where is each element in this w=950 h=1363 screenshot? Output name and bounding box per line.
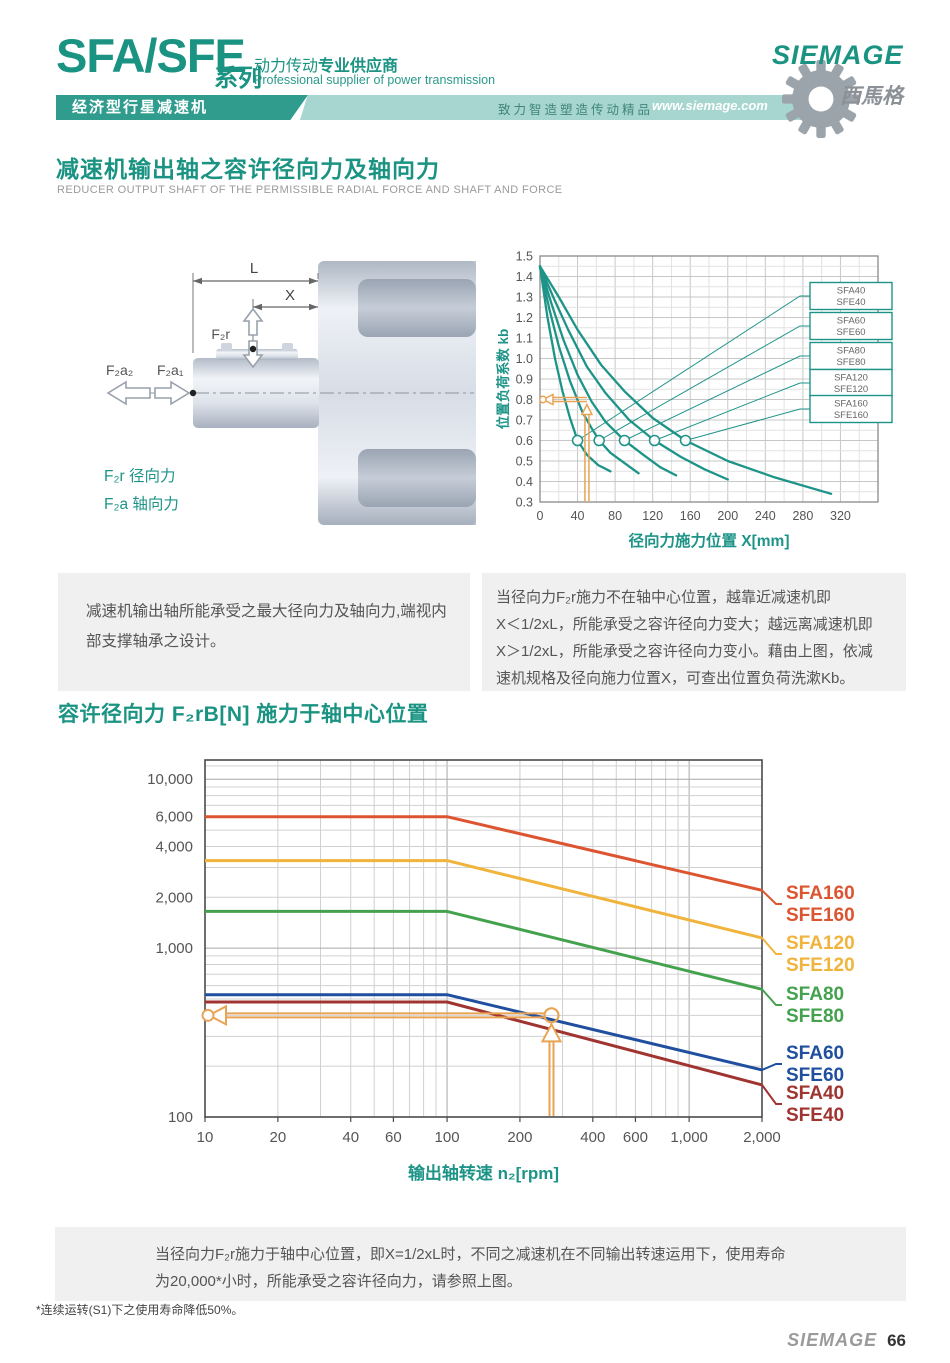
- svg-text:1.4: 1.4: [516, 270, 533, 284]
- svg-text:100: 100: [168, 1109, 193, 1126]
- permissible-radial-force-chart: 10,000 6,000 4,000 2,000 1,000 100 10 20 40 60 100…: [55, 742, 907, 1214]
- svg-text:1,000: 1,000: [155, 940, 193, 957]
- svg-text:280: 280: [792, 509, 813, 523]
- svg-text:0.6: 0.6: [516, 434, 533, 448]
- footnote: *连续运转(S1)下之使用寿命降低50%。: [36, 1303, 244, 1317]
- svg-text:1.5: 1.5: [516, 250, 533, 264]
- svg-text:60: 60: [385, 1129, 402, 1146]
- svg-text:SFE80: SFE80: [836, 357, 865, 368]
- series-suffix: 系列: [214, 65, 262, 92]
- svg-text:4,000: 4,000: [155, 838, 193, 855]
- svg-text:SFE40: SFE40: [836, 297, 865, 308]
- svg-text:SFA80: SFA80: [786, 984, 844, 1005]
- brand-wordmark: SFA/SFE: [56, 29, 246, 82]
- svg-text:SFA40: SFA40: [786, 1083, 844, 1104]
- tagline-en: Professional supplier of power transmiss…: [254, 73, 496, 87]
- svg-text:1,000: 1,000: [670, 1129, 708, 1146]
- svg-text:10,000: 10,000: [147, 771, 193, 788]
- svg-text:2,000: 2,000: [743, 1129, 781, 1146]
- svg-text:400: 400: [580, 1129, 605, 1146]
- svg-text:1.0: 1.0: [516, 352, 533, 366]
- svg-text:SFE160: SFE160: [786, 905, 855, 926]
- svg-text:SFA60: SFA60: [786, 1043, 844, 1064]
- svg-text:0.8: 0.8: [516, 393, 533, 407]
- svg-text:40: 40: [571, 509, 585, 523]
- svg-text:0.5: 0.5: [516, 455, 533, 469]
- svg-text:0.9: 0.9: [516, 373, 533, 387]
- diagram-legend-axial: F₂a 轴向力: [104, 495, 179, 513]
- svg-text:SFE120: SFE120: [786, 955, 855, 976]
- svg-text:200: 200: [717, 509, 738, 523]
- svg-text:径向力施力位置 X[mm]: 径向力施力位置 X[mm]: [628, 531, 789, 550]
- svg-text:600: 600: [623, 1129, 648, 1146]
- svg-text:SFE80: SFE80: [786, 1006, 844, 1027]
- svg-text:1.1: 1.1: [516, 332, 533, 346]
- svg-text:位置负荷系数 kb: 位置负荷系数 kb: [495, 329, 511, 430]
- footer-brand: SIEMAGE: [787, 1330, 878, 1350]
- kb-position-factor-chart: 0.3 0.4 0.5 0.6 0.7 0.8 0.9 1.0 1.1 1.2 1.3 1.4 1.5 0…: [494, 246, 906, 556]
- svg-text:20: 20: [270, 1129, 287, 1146]
- svg-text:1.2: 1.2: [516, 311, 533, 325]
- svg-text:160: 160: [680, 509, 701, 523]
- banner-band: [300, 95, 815, 120]
- svg-text:0.3: 0.3: [516, 496, 533, 510]
- svg-text:1.3: 1.3: [516, 291, 533, 305]
- gear-logo-icon: [780, 60, 862, 138]
- radial-force-up-arrow-icon: [242, 307, 264, 336]
- svg-text:SFA60: SFA60: [837, 316, 866, 327]
- diagram-legend-radial: F₂r 径向力: [104, 467, 175, 485]
- svg-text:SFE60: SFE60: [836, 327, 865, 338]
- banner-product-line: 经济型行星减速机: [56, 95, 308, 120]
- f2r-label: F₂r: [211, 326, 230, 342]
- svg-text:SFA40: SFA40: [837, 286, 866, 297]
- svg-text:120: 120: [642, 509, 663, 523]
- banner-url: www.siemage.com: [652, 98, 768, 113]
- section2-title: 容许径向力 F₂rB[N] 施力于轴中心位置: [58, 703, 429, 726]
- brand-cn: 西馬格: [840, 85, 903, 108]
- svg-text:100: 100: [435, 1129, 460, 1146]
- radial-force-down-arrow-icon: [242, 340, 264, 369]
- svg-text:240: 240: [755, 509, 776, 523]
- svg-text:320: 320: [830, 509, 851, 523]
- axial-force-right-arrow-icon: [154, 380, 191, 406]
- svg-text:SFE60: SFE60: [786, 1065, 844, 1086]
- svg-text:0.7: 0.7: [516, 414, 533, 428]
- svg-text:输出轴转速 n₂[rpm]: 输出轴转速 n₂[rpm]: [408, 1163, 559, 1183]
- svg-text:SFA120: SFA120: [786, 933, 855, 954]
- svg-text:SFA160: SFA160: [834, 399, 868, 410]
- note-left: 减速机输出轴所能承受之最大径向力及轴向力,端视内 部支撑轴承之设计。: [58, 573, 470, 691]
- svg-text:SFE40: SFE40: [786, 1105, 844, 1126]
- siemage-logo: SIEMAGE: [772, 40, 904, 70]
- page-footer: SIEMAGE 66: [787, 1330, 906, 1351]
- banner-slogan: 致力智造塑造传动精品: [498, 103, 654, 117]
- svg-text:40: 40: [342, 1129, 359, 1146]
- svg-text:SFE160: SFE160: [834, 410, 868, 421]
- note-bottom: 当径向力F₂r施力于轴中心位置，即X=1/2xL时，不同之减速机在不同输出转速运…: [55, 1227, 906, 1301]
- dim-label-l: L: [250, 260, 258, 277]
- footer-page-number: 66: [887, 1331, 906, 1350]
- svg-text:SFA80: SFA80: [837, 346, 866, 357]
- section1-title: 减速机输出轴之容许径向力及轴向力: [56, 156, 440, 182]
- svg-text:10: 10: [197, 1129, 214, 1146]
- note-right: 当径向力F₂r施力不在轴中心位置，越靠近减速机即 X＜1/2xL，所能承受之容许…: [482, 573, 906, 691]
- svg-text:0.4: 0.4: [516, 475, 533, 489]
- dim-label-x: X: [285, 287, 295, 304]
- svg-text:80: 80: [608, 509, 622, 523]
- svg-text:SFA120: SFA120: [834, 373, 868, 384]
- svg-text:SFE120: SFE120: [834, 384, 868, 395]
- axial-force-left-arrow-icon: [106, 380, 151, 406]
- shaft-force-diagram: L X F₂r F₂a₂ F₂a₁ F₂r 径向力 F₂a 轴向力: [58, 243, 478, 538]
- svg-text:SFA160: SFA160: [786, 883, 855, 904]
- f2a1-label: F₂a₁: [157, 362, 184, 378]
- svg-text:200: 200: [507, 1129, 532, 1146]
- svg-text:2,000: 2,000: [155, 889, 193, 906]
- svg-text:6,000: 6,000: [155, 809, 193, 826]
- f2a2-label: F₂a₂: [106, 362, 133, 378]
- tagline-cn: 动力传动专业供应商: [254, 58, 399, 75]
- svg-text:0: 0: [537, 509, 544, 523]
- section1-subtitle: REDUCER OUTPUT SHAFT OF THE PERMISSIBLE …: [57, 184, 563, 196]
